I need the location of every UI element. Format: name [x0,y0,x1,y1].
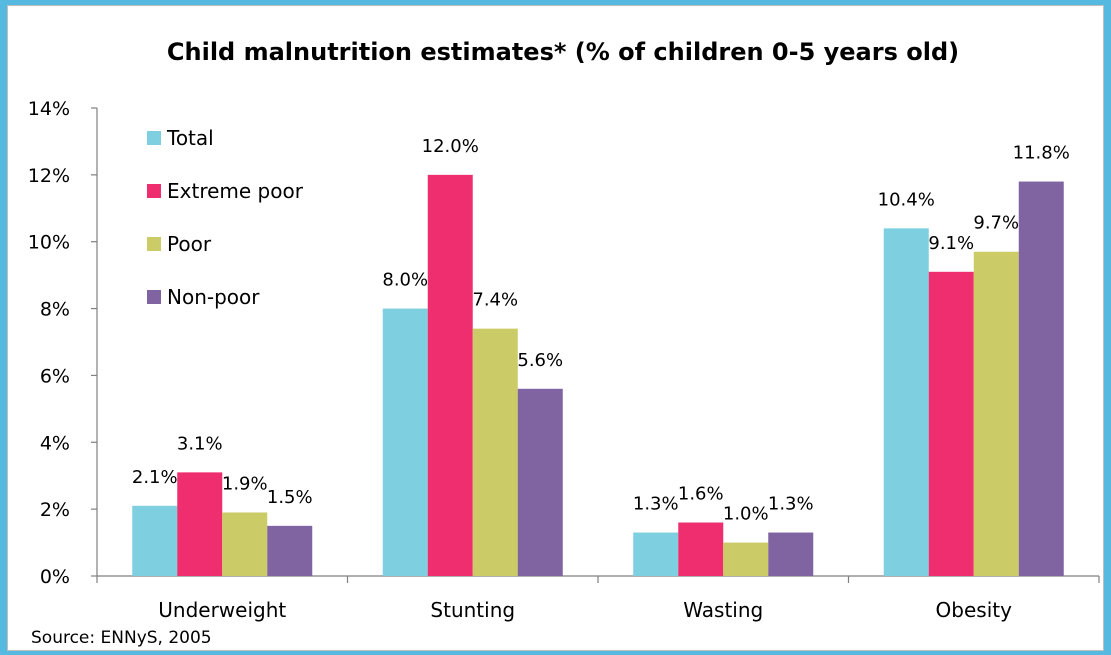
legend-swatch [147,131,161,145]
bar [382,308,428,576]
bar [633,532,679,576]
data-label: 1.5% [267,487,313,508]
bar [427,174,473,576]
data-label-group: 2.1% 8.0% 1.3% 10.4% 3.1% 12.0% 1.6% 9.1% 1.9% 7.… [132,136,1070,525]
y-tick-label: 10% [28,232,70,254]
data-label: 8.0% [382,270,428,291]
bar [768,532,814,576]
y-tick-label: 0% [40,566,70,588]
data-label: 3.1% [177,433,223,454]
bar [517,388,563,576]
x-axis: Underweight Stunting Wasting Obesity [96,575,1100,622]
data-label: 9.1% [928,233,974,254]
legend-label: Extreme poor [167,179,304,203]
legend-swatch [147,184,161,198]
data-label: 1.0% [723,504,769,525]
x-category-label: Wasting [683,598,763,622]
data-label: 7.4% [472,290,518,311]
bar [132,505,178,576]
bar [177,472,223,576]
bar [883,228,929,577]
bar [1018,181,1064,577]
legend-label: Poor [167,232,212,256]
data-label: 1.3% [633,494,679,515]
data-label: 1.6% [678,484,724,505]
data-label: 1.3% [768,494,814,515]
y-tick-label: 8% [40,299,70,321]
bar [973,251,1019,576]
legend: Total Extreme poor Poor Non-poor [147,126,304,309]
data-label: 9.7% [973,213,1019,234]
y-tick-label: 12% [28,165,70,187]
x-category-label: Obesity [936,598,1013,622]
data-label: 11.8% [1013,143,1070,164]
y-tick-label: 14% [28,98,70,120]
x-category-label: Stunting [430,598,515,622]
bar [267,525,313,576]
legend-swatch [147,237,161,251]
legend-swatch [147,290,161,304]
y-tick-label: 2% [40,499,70,521]
y-tick-label: 4% [40,432,70,454]
bar [928,271,974,576]
y-tick-label: 6% [40,365,70,387]
chart-title: Child malnutrition estimates* (% of chil… [167,38,959,66]
data-label: 5.6% [517,350,563,371]
y-axis: 0% 2% 4% 6% 8% 10% 12% 14% [28,98,98,588]
bar-group [132,174,1064,577]
x-category-label: Underweight [158,598,286,622]
bar [472,328,518,576]
data-label: 12.0% [422,136,479,157]
bar [678,522,724,576]
data-label: 10.4% [878,189,935,210]
data-label: 2.1% [132,467,178,488]
data-label: 1.9% [222,473,268,494]
legend-label: Total [166,126,214,150]
legend-label: Non-poor [167,285,260,309]
chart-panel: Child malnutrition estimates* (% of chil… [7,5,1104,651]
bar [723,542,769,576]
chart-svg: Child malnutrition estimates* (% of chil… [28,38,1100,648]
source-note: Source: ENNyS, 2005 [31,628,212,648]
bar [222,512,268,576]
